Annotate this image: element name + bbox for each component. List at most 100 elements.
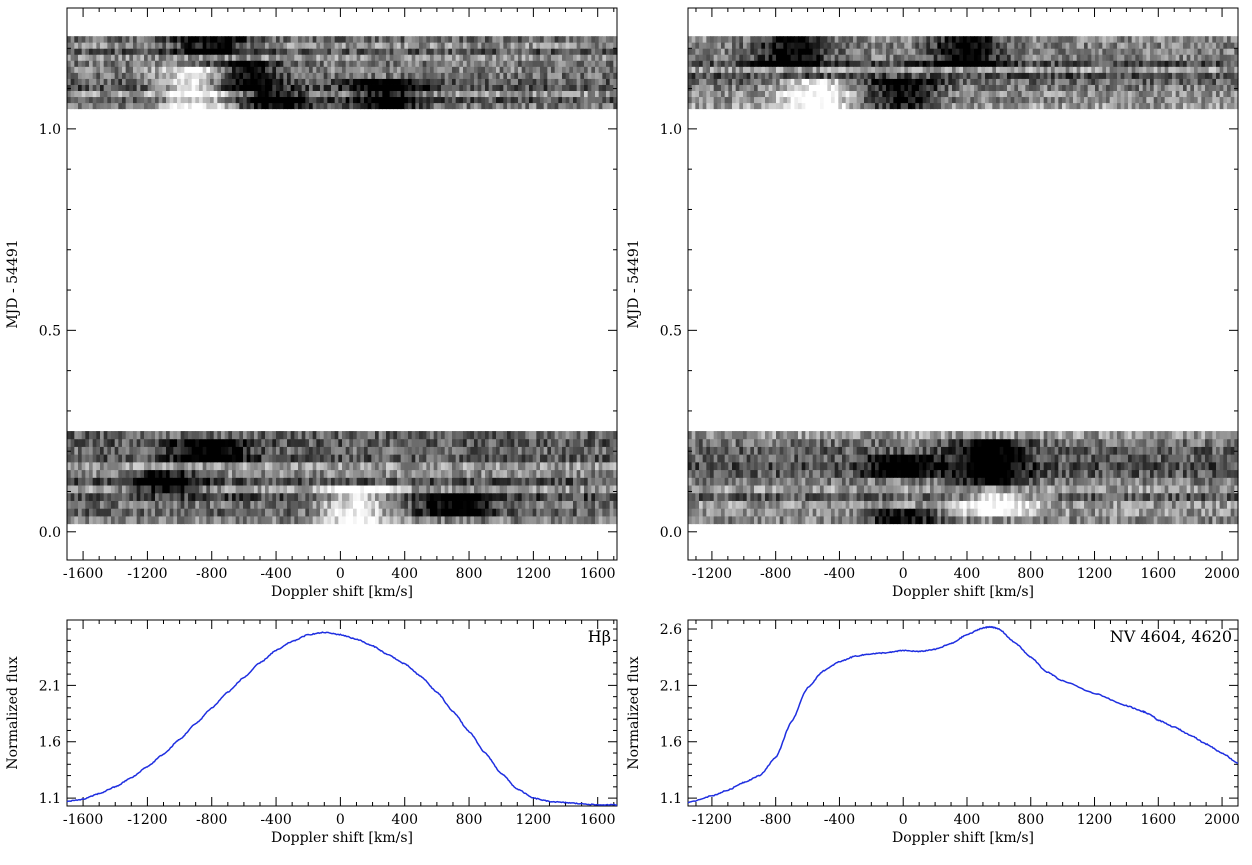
heatmap-cell xyxy=(988,485,993,494)
heatmap-cell xyxy=(499,102,504,110)
heatmap-cell xyxy=(757,500,762,509)
heatmap-cell xyxy=(437,60,442,67)
heatmap-cell xyxy=(78,36,83,43)
heatmap-cell xyxy=(699,500,704,509)
heatmap-cell xyxy=(85,42,90,49)
heatmap-cell xyxy=(342,48,347,55)
heatmap-cell xyxy=(221,431,226,440)
heatmap-cell xyxy=(111,72,116,79)
heatmap-cell xyxy=(199,431,204,440)
heatmap-cell xyxy=(184,36,189,43)
heatmap-cell xyxy=(765,508,770,517)
heatmap-cell xyxy=(92,431,97,440)
heatmap-cell xyxy=(419,500,424,509)
x-tick-label: 800 xyxy=(456,566,483,582)
heatmap-cell xyxy=(85,461,90,471)
heatmap-cell xyxy=(1161,508,1166,517)
heatmap-cell xyxy=(298,66,303,73)
heatmap-cell xyxy=(433,90,438,98)
heatmap-cell xyxy=(349,84,354,91)
heatmap-cell xyxy=(96,461,101,471)
heatmap-cell xyxy=(970,461,975,471)
heatmap-cell xyxy=(195,500,200,509)
heatmap-cell xyxy=(309,102,314,110)
heatmap-cell xyxy=(78,42,83,49)
heatmap-cell xyxy=(239,60,244,67)
heatmap-cell xyxy=(312,438,317,447)
heatmap-cell xyxy=(78,54,83,61)
heatmap-cell xyxy=(356,500,361,509)
heatmap-cell xyxy=(985,516,990,525)
heatmap-cell xyxy=(584,78,589,85)
heatmap-cell xyxy=(470,485,475,494)
heatmap-cell xyxy=(250,36,255,43)
heatmap-cell xyxy=(136,438,141,447)
heatmap-cell xyxy=(107,508,112,517)
heatmap-cell xyxy=(180,36,185,43)
heatmap-cell xyxy=(525,500,530,509)
heatmap-cell xyxy=(268,446,273,455)
heatmap-cell xyxy=(514,42,519,49)
heatmap-cell xyxy=(492,60,497,67)
heatmap-cell xyxy=(576,72,581,79)
heatmap-cell xyxy=(569,438,574,447)
heatmap-cell xyxy=(356,446,361,455)
heatmap-cell xyxy=(743,454,748,463)
heatmap-cell xyxy=(448,500,453,509)
heatmap-cell xyxy=(746,477,751,486)
heatmap-cell xyxy=(587,485,592,494)
heatmap-cell xyxy=(595,508,600,517)
heatmap-cell xyxy=(122,90,127,98)
heatmap-cell xyxy=(433,42,438,49)
heatmap-cell xyxy=(158,508,163,517)
heatmap-cell xyxy=(470,500,475,509)
heatmap-cell xyxy=(287,54,292,61)
heatmap-cell xyxy=(389,78,394,85)
heatmap-cell xyxy=(221,461,226,471)
heatmap-cell xyxy=(169,438,174,447)
heatmap-cell xyxy=(279,42,284,49)
heatmap-cell xyxy=(305,492,310,501)
heatmap-cell xyxy=(853,461,858,471)
heatmap-cell xyxy=(184,500,189,509)
heatmap-cell xyxy=(89,454,94,463)
heatmap-cell xyxy=(133,431,138,440)
heatmap-cell xyxy=(103,438,108,447)
heatmap-cell xyxy=(882,454,887,463)
heatmap-cell xyxy=(349,431,354,440)
heatmap-cell xyxy=(107,42,112,49)
heatmap-cell xyxy=(147,72,152,79)
heatmap-cell xyxy=(96,72,101,79)
heatmap-cell xyxy=(74,66,79,73)
heatmap-cell xyxy=(151,78,156,85)
heatmap-cell xyxy=(261,438,266,447)
heatmap-cell xyxy=(1179,492,1184,501)
heatmap-cell xyxy=(455,446,460,455)
heatmap-cell xyxy=(316,492,321,501)
heatmap-cell xyxy=(180,72,185,79)
heatmap-cell xyxy=(378,66,383,73)
heatmap-cell xyxy=(356,84,361,91)
heatmap-cell xyxy=(287,102,292,110)
heatmap-cell xyxy=(261,84,266,91)
heatmap-cell xyxy=(1142,485,1147,494)
heatmap-cell xyxy=(721,508,726,517)
heatmap-cell xyxy=(1219,485,1224,494)
heatmap-cell xyxy=(474,54,479,61)
heatmap-cell xyxy=(235,48,240,55)
heatmap-cell xyxy=(129,66,134,73)
heatmap-cell xyxy=(393,36,398,43)
heatmap-cell xyxy=(441,500,446,509)
heatmap-cell xyxy=(155,500,160,509)
heatmap-cell xyxy=(845,485,850,494)
heatmap-cell xyxy=(129,48,134,55)
heatmap-cell xyxy=(415,485,420,494)
heatmap-cell xyxy=(930,492,935,501)
heatmap-cell xyxy=(496,461,501,471)
heatmap-cell xyxy=(536,42,541,49)
heatmap-cell xyxy=(290,36,295,43)
heatmap-cell xyxy=(404,461,409,471)
heatmap-cell xyxy=(294,469,299,478)
heatmap-cell xyxy=(455,66,460,73)
heatmap-cell xyxy=(408,78,413,85)
